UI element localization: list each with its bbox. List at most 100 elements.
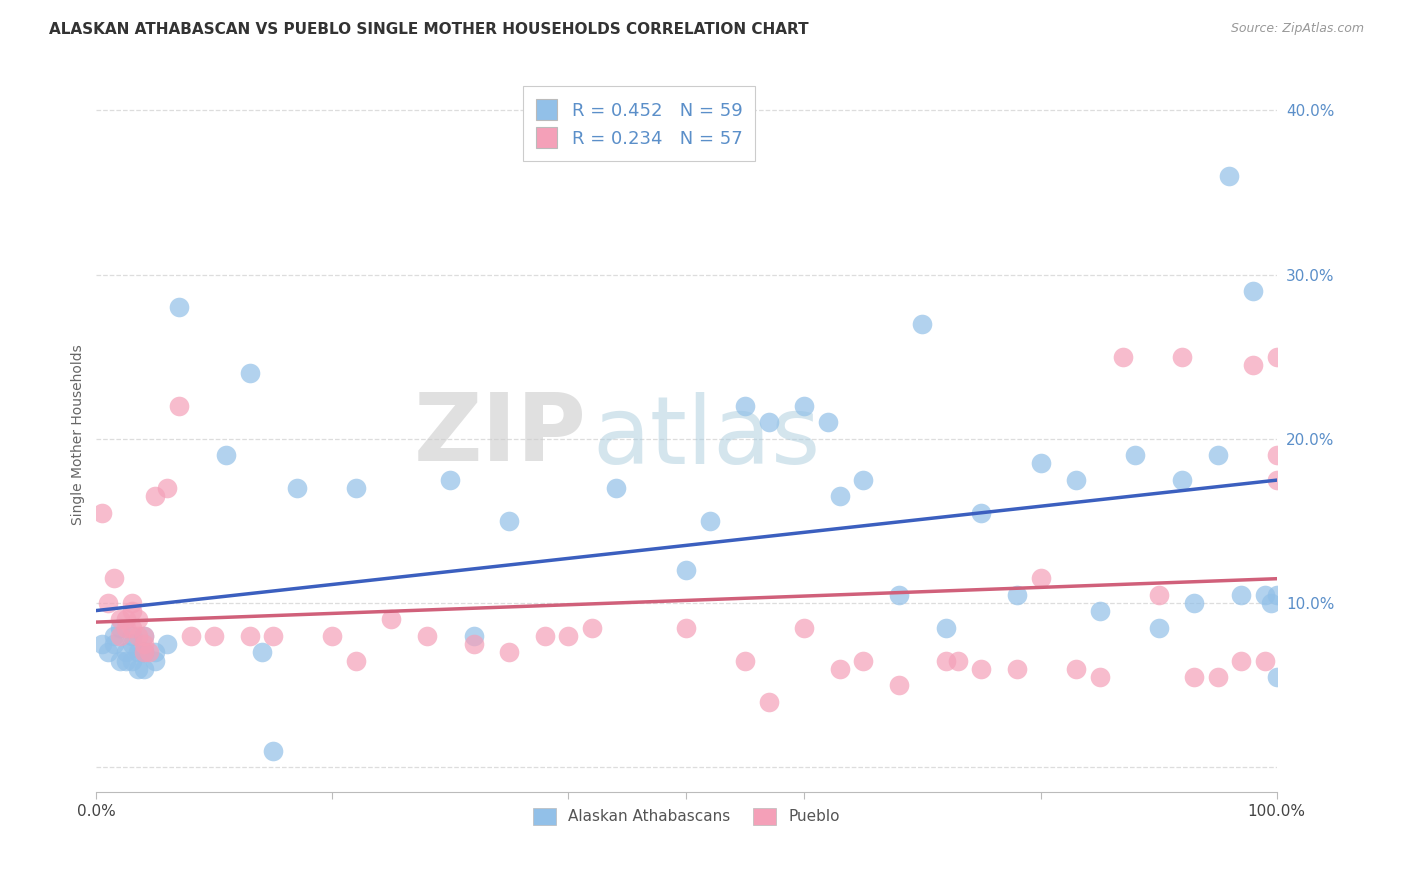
Point xyxy=(581,621,603,635)
Point xyxy=(1123,448,1146,462)
Point xyxy=(115,612,138,626)
Point xyxy=(605,481,627,495)
Point xyxy=(97,645,120,659)
Point xyxy=(498,645,520,659)
Point xyxy=(1064,473,1087,487)
Point xyxy=(344,481,367,495)
Point xyxy=(132,637,155,651)
Point xyxy=(127,645,149,659)
Point xyxy=(1260,596,1282,610)
Point xyxy=(156,481,179,495)
Point xyxy=(675,563,697,577)
Text: ZIP: ZIP xyxy=(413,389,586,481)
Point xyxy=(1171,350,1194,364)
Point xyxy=(1265,448,1288,462)
Point xyxy=(970,662,993,676)
Point xyxy=(108,612,131,626)
Point xyxy=(911,317,934,331)
Point xyxy=(1029,457,1052,471)
Point xyxy=(132,629,155,643)
Point xyxy=(1171,473,1194,487)
Point xyxy=(103,637,125,651)
Point xyxy=(1064,662,1087,676)
Point xyxy=(793,621,815,635)
Point xyxy=(887,678,910,692)
Point xyxy=(91,637,114,651)
Point xyxy=(132,645,155,659)
Point xyxy=(180,629,202,643)
Point xyxy=(439,473,461,487)
Point xyxy=(1112,350,1135,364)
Point xyxy=(143,489,166,503)
Point xyxy=(498,514,520,528)
Point xyxy=(127,629,149,643)
Point xyxy=(935,621,957,635)
Point xyxy=(138,645,160,659)
Point xyxy=(463,629,485,643)
Point xyxy=(699,514,721,528)
Point xyxy=(887,588,910,602)
Point xyxy=(1218,169,1240,183)
Point xyxy=(121,637,143,651)
Point xyxy=(143,645,166,659)
Text: ALASKAN ATHABASCAN VS PUEBLO SINGLE MOTHER HOUSEHOLDS CORRELATION CHART: ALASKAN ATHABASCAN VS PUEBLO SINGLE MOTH… xyxy=(49,22,808,37)
Point xyxy=(935,654,957,668)
Point xyxy=(463,637,485,651)
Point xyxy=(1265,670,1288,684)
Point xyxy=(215,448,238,462)
Point xyxy=(1254,654,1277,668)
Point xyxy=(1147,588,1170,602)
Point xyxy=(1182,596,1205,610)
Y-axis label: Single Mother Households: Single Mother Households xyxy=(72,344,86,525)
Point xyxy=(132,645,155,659)
Point xyxy=(1265,473,1288,487)
Point xyxy=(285,481,308,495)
Point xyxy=(103,571,125,585)
Point xyxy=(167,399,190,413)
Point xyxy=(97,596,120,610)
Point xyxy=(115,645,138,659)
Point xyxy=(321,629,343,643)
Point xyxy=(108,621,131,635)
Point xyxy=(344,654,367,668)
Point xyxy=(817,416,839,430)
Point xyxy=(239,366,262,380)
Text: Source: ZipAtlas.com: Source: ZipAtlas.com xyxy=(1230,22,1364,36)
Point xyxy=(734,399,756,413)
Point xyxy=(416,629,439,643)
Point xyxy=(828,662,851,676)
Point xyxy=(1230,588,1253,602)
Point xyxy=(127,612,149,626)
Point xyxy=(127,662,149,676)
Point xyxy=(946,654,969,668)
Point xyxy=(132,645,155,659)
Point xyxy=(1241,358,1264,372)
Point xyxy=(758,695,780,709)
Point xyxy=(262,744,284,758)
Point xyxy=(132,629,155,643)
Point xyxy=(1230,654,1253,668)
Point xyxy=(970,506,993,520)
Text: atlas: atlas xyxy=(592,392,820,484)
Point xyxy=(132,662,155,676)
Point xyxy=(1206,670,1229,684)
Point xyxy=(1265,588,1288,602)
Point xyxy=(828,489,851,503)
Point xyxy=(793,399,815,413)
Point xyxy=(1241,284,1264,298)
Point xyxy=(115,654,138,668)
Point xyxy=(202,629,225,643)
Point xyxy=(156,637,179,651)
Point xyxy=(167,301,190,315)
Point xyxy=(143,654,166,668)
Point xyxy=(852,654,875,668)
Point xyxy=(121,629,143,643)
Point xyxy=(121,654,143,668)
Point xyxy=(108,629,131,643)
Point xyxy=(115,621,138,635)
Point xyxy=(121,596,143,610)
Point xyxy=(103,629,125,643)
Point xyxy=(262,629,284,643)
Legend: Alaskan Athabascans, Pueblo: Alaskan Athabascans, Pueblo xyxy=(524,798,849,834)
Point xyxy=(557,629,579,643)
